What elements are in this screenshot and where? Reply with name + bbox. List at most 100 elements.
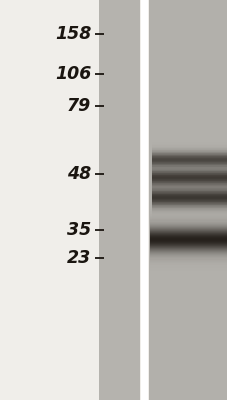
Bar xyxy=(151,143,227,144)
Bar xyxy=(151,202,227,203)
Bar xyxy=(151,185,227,186)
Bar xyxy=(151,175,227,176)
Bar xyxy=(150,244,227,245)
Bar xyxy=(150,209,227,210)
Bar xyxy=(150,254,227,256)
Bar xyxy=(151,198,227,199)
Bar xyxy=(150,231,227,232)
Bar xyxy=(151,174,227,175)
Bar xyxy=(151,195,227,196)
Bar xyxy=(151,159,227,160)
Bar xyxy=(150,240,227,241)
Bar xyxy=(151,175,227,176)
Bar xyxy=(150,234,227,235)
Bar xyxy=(151,165,227,166)
Bar xyxy=(151,192,227,193)
Bar xyxy=(151,169,227,170)
Bar xyxy=(150,249,227,250)
Bar xyxy=(150,227,227,228)
Bar xyxy=(151,183,227,184)
Bar xyxy=(151,176,227,177)
Bar xyxy=(150,269,227,270)
Bar xyxy=(151,146,227,147)
Bar xyxy=(150,237,227,238)
Bar xyxy=(150,238,227,239)
Bar xyxy=(150,251,227,252)
Text: 23: 23 xyxy=(67,249,91,267)
Bar xyxy=(151,187,227,188)
Bar xyxy=(151,186,227,187)
Bar xyxy=(150,265,227,266)
Bar xyxy=(151,163,227,164)
Bar xyxy=(151,219,227,220)
Bar xyxy=(151,201,227,202)
Bar xyxy=(151,170,227,171)
Bar xyxy=(151,207,227,208)
Bar xyxy=(151,158,227,159)
Text: 79: 79 xyxy=(67,97,91,115)
Bar xyxy=(151,183,227,184)
Text: 48: 48 xyxy=(67,165,91,183)
Bar xyxy=(151,196,227,197)
Bar xyxy=(150,235,227,236)
Bar xyxy=(151,168,227,169)
Bar xyxy=(151,167,227,168)
Bar xyxy=(151,216,227,217)
Bar xyxy=(150,226,227,227)
Bar xyxy=(151,193,227,194)
Bar xyxy=(151,179,227,180)
Bar xyxy=(151,179,227,180)
Bar xyxy=(151,218,227,219)
Bar xyxy=(151,173,227,174)
Bar xyxy=(150,248,227,249)
Bar xyxy=(151,195,227,196)
Bar xyxy=(151,180,227,181)
Bar xyxy=(151,157,227,158)
Bar xyxy=(150,268,227,269)
Bar xyxy=(150,260,227,262)
Bar xyxy=(151,188,227,189)
Bar xyxy=(150,210,227,211)
Bar xyxy=(150,214,227,215)
Bar xyxy=(150,243,227,244)
Bar xyxy=(150,211,227,212)
Bar xyxy=(151,144,227,145)
Bar xyxy=(151,203,227,204)
Bar xyxy=(151,156,227,157)
Bar xyxy=(150,250,227,251)
Bar xyxy=(151,168,227,169)
Bar xyxy=(151,164,227,165)
Bar xyxy=(150,262,227,264)
Bar xyxy=(151,160,227,161)
Bar xyxy=(151,172,227,173)
Bar xyxy=(151,194,227,195)
Bar xyxy=(151,189,227,190)
Bar xyxy=(151,166,227,167)
Bar xyxy=(151,214,227,215)
Bar xyxy=(151,193,227,194)
Bar xyxy=(149,0,227,400)
Bar xyxy=(151,150,227,151)
Bar xyxy=(151,200,227,201)
Bar xyxy=(151,191,227,192)
Text: 106: 106 xyxy=(54,65,91,83)
Bar xyxy=(151,212,227,213)
Bar xyxy=(151,181,227,182)
Bar xyxy=(151,197,227,198)
Bar xyxy=(151,209,227,210)
Bar xyxy=(151,189,227,190)
Bar xyxy=(151,174,227,175)
Bar xyxy=(150,258,227,260)
Bar xyxy=(150,241,227,242)
Text: 158: 158 xyxy=(54,25,91,43)
Bar xyxy=(151,182,227,183)
Bar xyxy=(151,160,227,161)
Bar xyxy=(150,233,227,234)
Bar xyxy=(151,178,227,179)
Bar xyxy=(150,245,227,246)
Bar xyxy=(150,266,227,267)
Bar xyxy=(151,149,227,150)
Bar xyxy=(151,172,227,173)
Bar xyxy=(150,253,227,254)
Bar xyxy=(150,225,227,226)
